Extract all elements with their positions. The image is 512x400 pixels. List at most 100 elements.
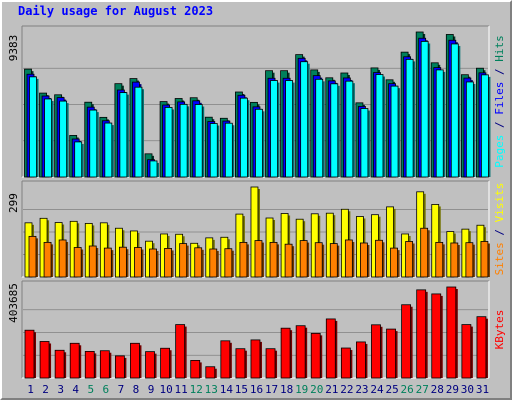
x-tick-label: 9	[148, 383, 155, 396]
day-group-18	[280, 327, 293, 379]
x-tick-label: 2	[42, 383, 49, 396]
bar-pages	[435, 69, 446, 178]
day-group-22	[340, 208, 355, 278]
bar-sites	[284, 243, 295, 278]
day-group-5	[84, 351, 97, 379]
x-tick-label: 10	[159, 383, 172, 396]
bar-pages-face	[255, 108, 263, 178]
day-group-31	[476, 224, 490, 278]
bar-pages-face	[164, 107, 173, 178]
day-group-22	[340, 347, 353, 379]
day-group-7	[114, 227, 129, 278]
bar-sites	[28, 235, 38, 278]
bar-sites	[405, 241, 415, 278]
bar-pages-face	[149, 160, 158, 178]
bar-pages	[164, 107, 175, 178]
bar-kbytes	[145, 351, 157, 379]
x-tick-label: 30	[461, 383, 474, 396]
bar-pages-face	[465, 81, 474, 178]
bar-kbytes-face	[130, 342, 140, 379]
x-tick-label: 5	[87, 383, 94, 396]
panel-max-label: 9383	[7, 35, 20, 62]
day-group-25	[386, 328, 398, 379]
bar-sites	[390, 247, 400, 278]
bar-kbytes-face	[431, 293, 442, 379]
bar-sites	[420, 227, 430, 278]
day-group-9	[145, 240, 159, 278]
bar-sites-face	[43, 241, 52, 278]
day-group-24	[371, 324, 383, 379]
bar-sites	[58, 239, 69, 278]
bar-pages	[285, 80, 295, 178]
bar-kbytes-face	[39, 341, 50, 379]
day-group-6	[99, 350, 112, 379]
day-group-1	[24, 68, 39, 178]
bar-kbytes	[205, 366, 217, 379]
day-group-23	[356, 216, 370, 278]
bar-kbytes	[446, 286, 458, 379]
chart-panels: 9383 Pages / Files / Hits 299 Sites / Visit…	[7, 25, 506, 379]
bar-pages	[29, 76, 39, 178]
bar-kbytes	[160, 347, 172, 379]
x-tick-label: 4	[72, 383, 79, 396]
bar-sites	[134, 247, 144, 278]
bar-pages-face	[390, 85, 399, 178]
day-group-10	[160, 347, 172, 379]
day-group-14	[220, 236, 234, 278]
bar-kbytes	[340, 347, 353, 379]
day-group-3	[54, 222, 69, 278]
bar-pages-face	[420, 41, 429, 178]
bar-pages	[420, 41, 431, 178]
bar-pages-face	[435, 69, 444, 178]
bar-pages-face	[119, 92, 128, 178]
bar-sites-face	[88, 245, 97, 278]
bar-pages	[465, 81, 476, 178]
day-group-10	[160, 233, 174, 278]
x-tick-label: 31	[476, 383, 489, 396]
bar-pages-face	[104, 122, 113, 178]
bar-pages	[209, 123, 220, 178]
bar-sites	[179, 243, 189, 278]
bar-kbytes-face	[160, 347, 170, 379]
bar-pages	[240, 97, 250, 178]
bar-pages	[119, 92, 129, 178]
bar-kbytes-face	[220, 340, 231, 379]
bar-kbytes-face	[325, 318, 336, 379]
day-group-29	[446, 286, 458, 379]
x-tick-label: 19	[295, 383, 308, 396]
bar-kbytes	[416, 289, 428, 379]
bar-sites-face	[254, 240, 263, 278]
x-tick-label: 29	[446, 383, 459, 396]
panel-sites_visits: 299 Sites / Visits	[7, 180, 506, 278]
legend-part: Files	[493, 82, 506, 115]
bar-sites	[435, 241, 445, 278]
day-group-28	[430, 62, 446, 178]
bar-sites-face	[375, 239, 383, 278]
bar-sites	[73, 247, 84, 278]
day-group-21	[325, 212, 340, 278]
day-group-6	[99, 222, 114, 278]
legend-part: /	[493, 62, 506, 82]
bar-pages	[255, 108, 265, 178]
x-tick-label: 16	[250, 383, 263, 396]
legend-part: Visits	[493, 183, 506, 223]
day-group-26	[401, 304, 413, 379]
bar-kbytes	[265, 348, 278, 379]
bar-sites	[43, 241, 54, 278]
bar-sites-face	[284, 243, 293, 278]
bar-pages	[179, 103, 190, 178]
bar-sites	[209, 248, 219, 278]
bar-sites	[194, 247, 204, 278]
bar-pages	[330, 83, 340, 178]
bar-kbytes	[39, 341, 52, 379]
bar-pages	[450, 43, 461, 178]
day-group-17	[265, 348, 278, 379]
x-tick-label: 24	[370, 383, 384, 396]
series-legend-label: Sites / Visits	[493, 183, 506, 276]
bar-kbytes-face	[386, 328, 396, 379]
x-tick-label: 22	[340, 383, 353, 396]
x-tick-label: 8	[133, 383, 140, 396]
x-tick-label: 1	[27, 383, 34, 396]
bar-sites-face	[420, 227, 429, 278]
